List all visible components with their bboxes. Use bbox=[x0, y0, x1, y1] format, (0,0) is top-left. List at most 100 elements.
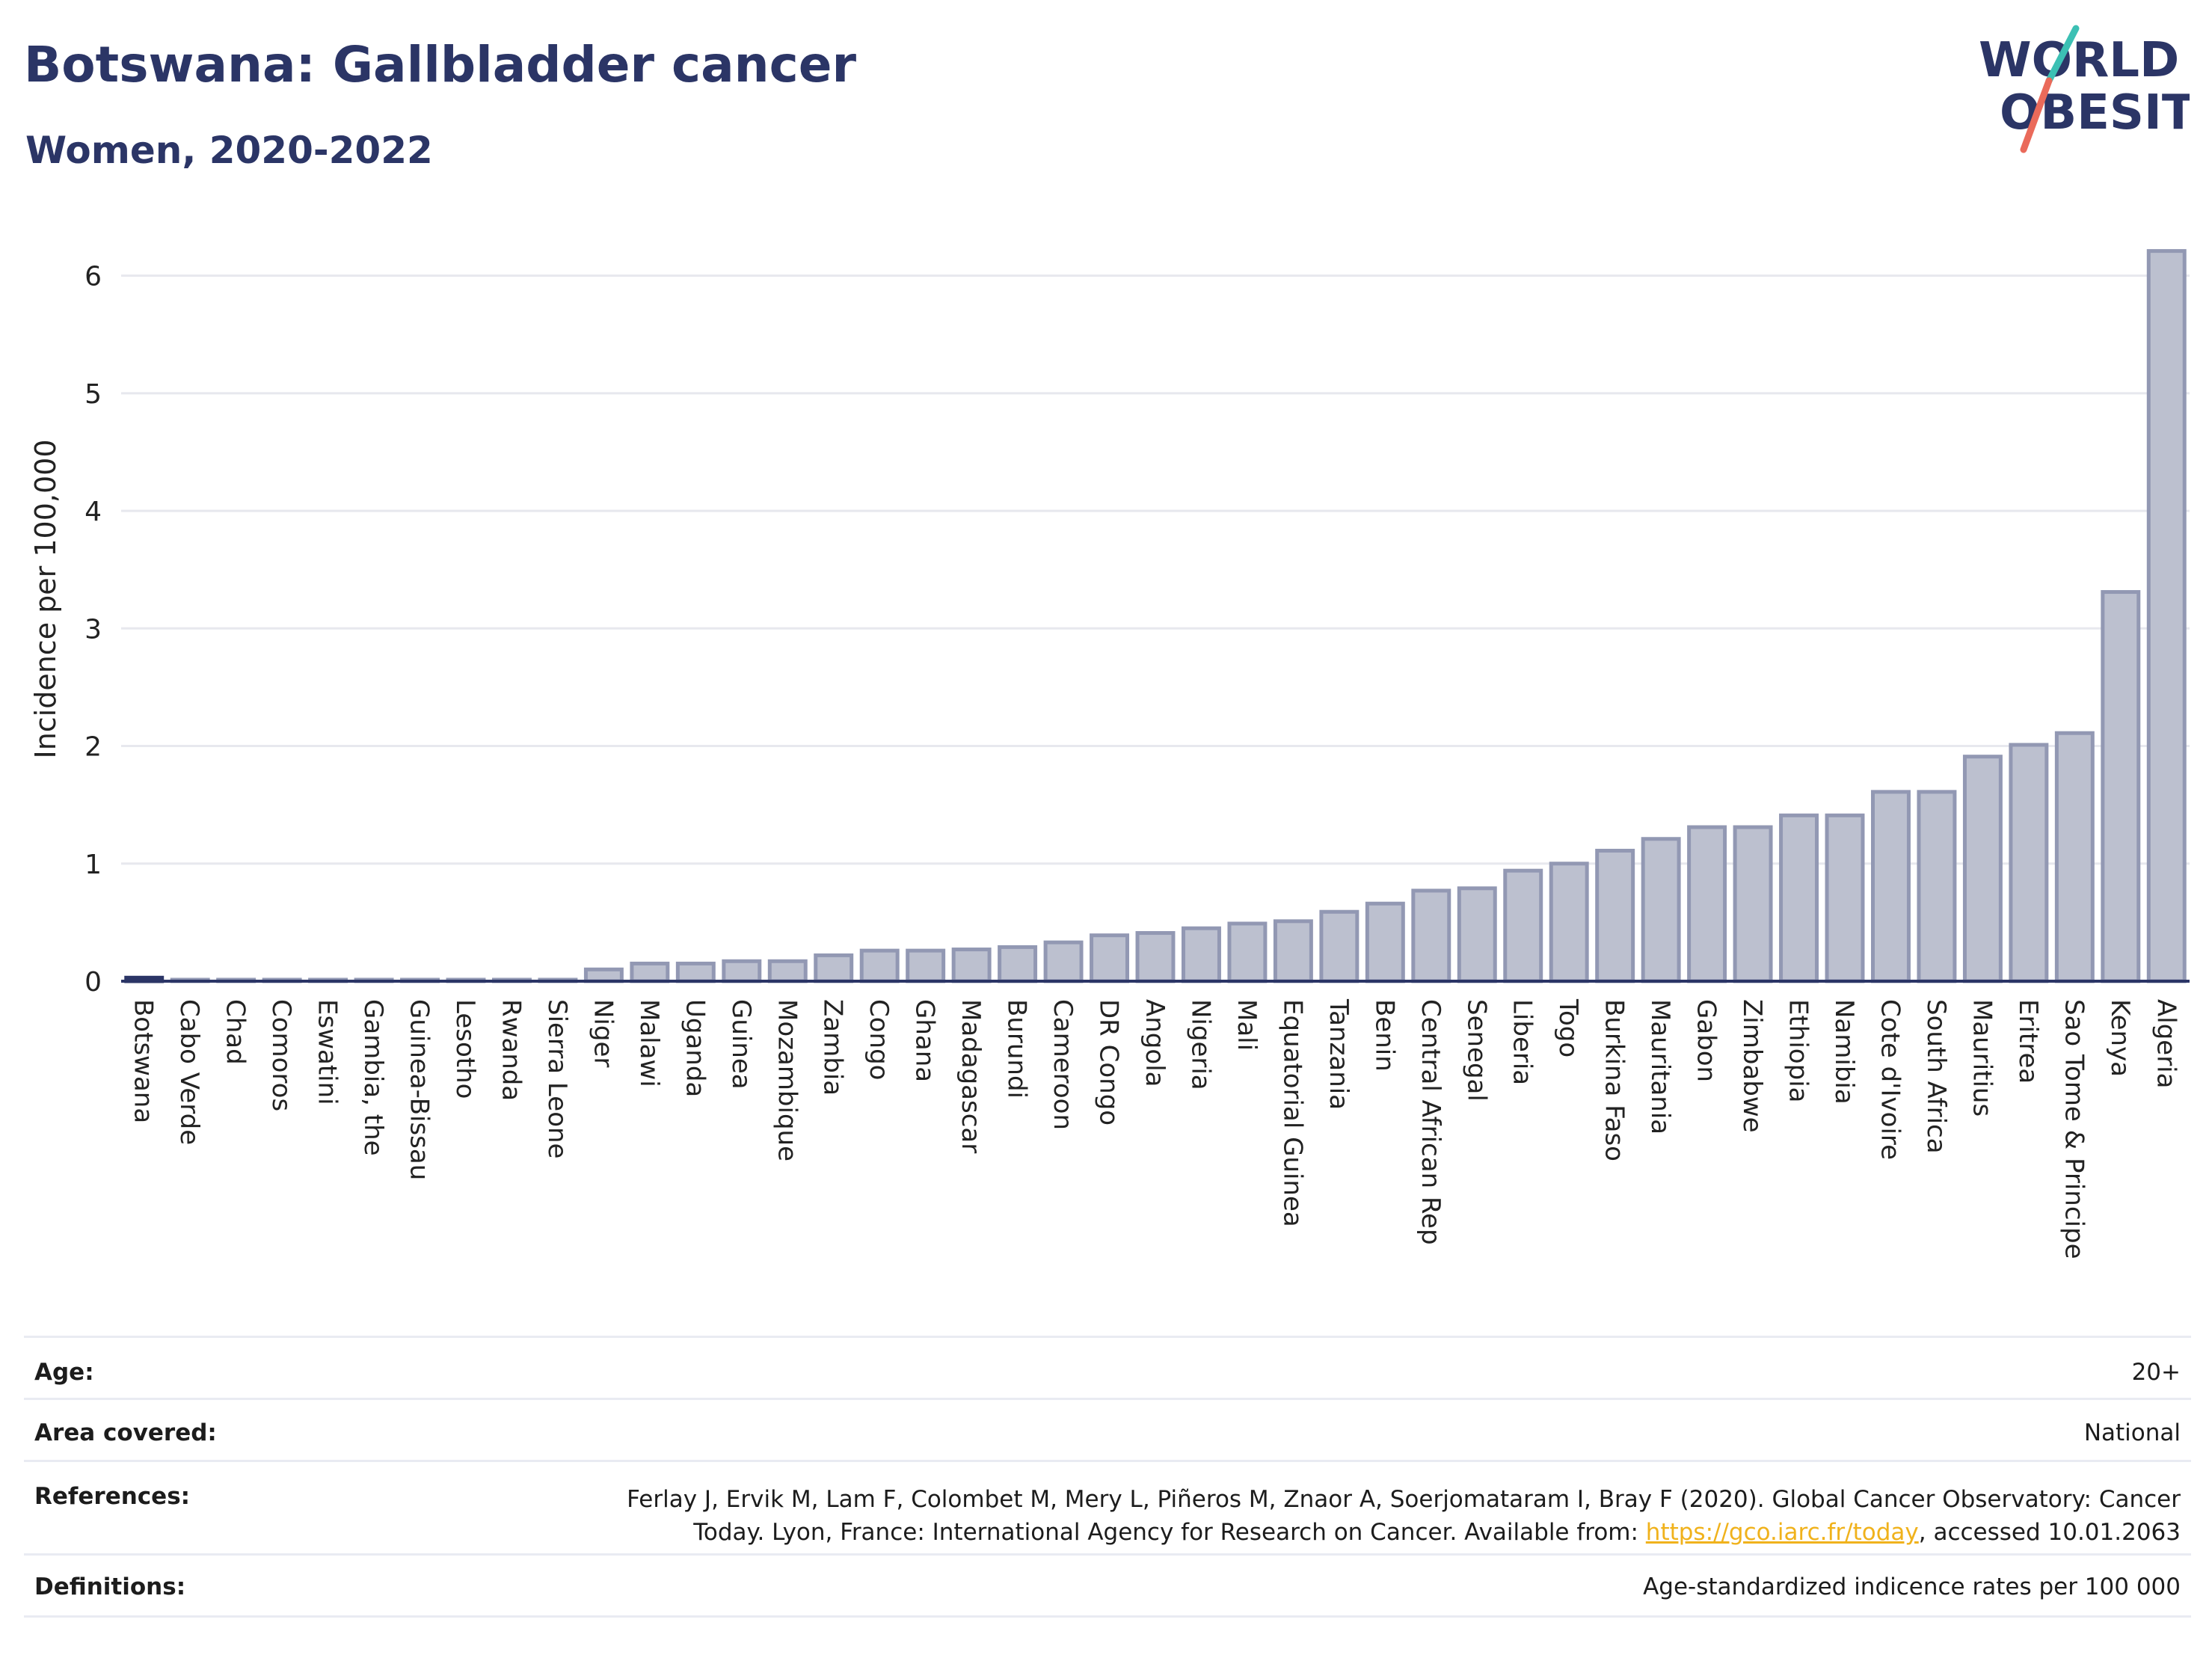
x-tick-label: Angola bbox=[1140, 999, 1170, 1087]
info-row-area: Area covered: National bbox=[24, 1400, 2191, 1462]
bar[interactable] bbox=[630, 961, 670, 983]
x-tick-label: Mauritania bbox=[1645, 999, 1675, 1134]
info-row-references: References: Ferlay J, Ervik M, Lam F, Co… bbox=[24, 1462, 2191, 1556]
x-tick-label: Liberia bbox=[1508, 999, 1537, 1085]
bar[interactable] bbox=[1641, 837, 1681, 983]
x-tick-label: Eritrea bbox=[2013, 999, 2043, 1084]
x-tick-label: Central African Rep bbox=[1416, 999, 1446, 1245]
bar[interactable] bbox=[767, 959, 808, 983]
page-title: Botswana: Gallbladder cancer bbox=[24, 36, 857, 93]
bar[interactable] bbox=[1595, 848, 1635, 983]
x-tick-label: Mali bbox=[1232, 999, 1262, 1051]
bar[interactable] bbox=[1411, 888, 1451, 983]
x-tick-label: Kenya bbox=[2105, 999, 2135, 1077]
world-obesity-logo: WORLD OBESITY bbox=[1979, 25, 2190, 153]
x-tick-label: Cabo Verde bbox=[174, 999, 204, 1145]
references-line2-post: , accessed 10.01.2063 bbox=[1918, 1519, 2181, 1546]
bar[interactable] bbox=[1135, 931, 1176, 983]
age-label: Age: bbox=[34, 1359, 94, 1386]
x-tick-label: Gabon bbox=[1692, 999, 1721, 1082]
bar[interactable] bbox=[1870, 790, 1911, 983]
bar-chart: 0 1 2 3 4 5 6 Botswana Cabo Verde Chad Comoros Esw… bbox=[29, 249, 2190, 1259]
bar[interactable] bbox=[675, 961, 716, 983]
x-tick-label: Comoros bbox=[266, 999, 296, 1111]
y-tick-label: 6 bbox=[85, 262, 102, 292]
x-tick-label: Zimbabwe bbox=[1737, 999, 1767, 1133]
bar[interactable] bbox=[722, 959, 762, 983]
x-tick-label: Mauritius bbox=[1967, 999, 1997, 1117]
bar[interactable] bbox=[2146, 249, 2187, 983]
grid-lines bbox=[121, 274, 2190, 865]
x-tick-label: Zambia bbox=[818, 999, 848, 1096]
x-tick-label: Congo bbox=[864, 999, 894, 1080]
y-tick-label: 4 bbox=[85, 497, 102, 527]
bar[interactable] bbox=[1549, 862, 1589, 983]
bar[interactable] bbox=[1365, 901, 1405, 983]
x-tick-label: Guinea-Bissau bbox=[405, 999, 434, 1180]
references-line2: Today. Lyon, France: International Agenc… bbox=[627, 1516, 2181, 1549]
bars bbox=[124, 249, 2187, 983]
x-tick-label: Nigeria bbox=[1185, 999, 1215, 1090]
bar[interactable] bbox=[1733, 825, 1773, 983]
bar[interactable] bbox=[1687, 825, 1727, 983]
logo-slash-teal bbox=[2045, 25, 2080, 85]
bar[interactable] bbox=[1825, 813, 1865, 983]
bar[interactable] bbox=[1962, 755, 2003, 983]
age-value: 20+ bbox=[2131, 1359, 2181, 1386]
references-line2-pre: Today. Lyon, France: International Agenc… bbox=[693, 1519, 1646, 1546]
area-label: Area covered: bbox=[34, 1419, 217, 1446]
y-tick-label: 0 bbox=[85, 967, 102, 998]
bar[interactable] bbox=[998, 945, 1038, 983]
bar[interactable] bbox=[1181, 926, 1221, 983]
x-tick-label: Equatorial Guinea bbox=[1277, 999, 1307, 1227]
bar[interactable] bbox=[1503, 868, 1543, 983]
x-tick-label: South Africa bbox=[1921, 999, 1951, 1154]
x-tick-label: Ethiopia bbox=[1784, 999, 1813, 1102]
bar[interactable] bbox=[1090, 933, 1130, 983]
x-tick-label: Guinea bbox=[726, 999, 756, 1090]
bar[interactable] bbox=[906, 948, 946, 983]
references-link[interactable]: https://gco.iarc.fr/today bbox=[1645, 1519, 1919, 1546]
y-tick-label: 3 bbox=[85, 614, 102, 645]
logo-slash-coral bbox=[2020, 77, 2053, 153]
bar[interactable] bbox=[814, 953, 854, 983]
bar[interactable] bbox=[1457, 886, 1497, 983]
x-tick-label: Burundi bbox=[1002, 999, 1032, 1099]
x-tick-label: Malawi bbox=[634, 999, 664, 1087]
y-tick-label: 2 bbox=[85, 732, 102, 763]
bar[interactable] bbox=[2054, 731, 2095, 983]
x-tick-label: Burkina Faso bbox=[1600, 999, 1629, 1161]
axes: 0 1 2 3 4 5 6 bbox=[85, 262, 2190, 998]
x-tick-label: Niger bbox=[588, 999, 618, 1067]
bar[interactable] bbox=[1043, 940, 1084, 983]
x-tick-label: Lesotho bbox=[450, 999, 480, 1099]
x-tick-label: Namibia bbox=[1829, 999, 1859, 1105]
page-subtitle: Women, 2020-2022 bbox=[25, 129, 433, 172]
category-labels: Botswana Cabo Verde Chad Comoros Eswatini Gam… bbox=[129, 998, 2181, 1259]
bar[interactable] bbox=[1319, 909, 1360, 983]
bar[interactable] bbox=[1779, 813, 1819, 983]
y-axis-label: Incidence per 100,000 bbox=[29, 439, 62, 758]
x-tick-label: Cameroon bbox=[1048, 999, 1078, 1130]
bar[interactable] bbox=[859, 948, 900, 983]
bar[interactable] bbox=[1273, 919, 1313, 983]
x-tick-label: Senegal bbox=[1461, 999, 1491, 1102]
x-tick-label: Botswana bbox=[129, 999, 159, 1123]
bar[interactable] bbox=[2009, 743, 2049, 983]
bar[interactable] bbox=[583, 967, 624, 983]
x-tick-label: Rwanda bbox=[496, 999, 526, 1101]
bar[interactable] bbox=[1917, 790, 1957, 983]
bar[interactable] bbox=[2101, 590, 2141, 983]
definitions-label: Definitions: bbox=[34, 1573, 186, 1600]
x-tick-label: Uganda bbox=[680, 999, 710, 1097]
x-tick-label: Eswatini bbox=[313, 999, 342, 1105]
x-tick-label: Tanzania bbox=[1324, 998, 1354, 1110]
x-tick-label: Togo bbox=[1553, 998, 1583, 1057]
x-tick-label: Sierra Leone bbox=[542, 999, 572, 1158]
x-tick-label: Ghana bbox=[910, 999, 940, 1082]
x-tick-label: DR Congo bbox=[1094, 999, 1124, 1126]
bar[interactable] bbox=[1227, 921, 1268, 983]
bar[interactable] bbox=[951, 948, 992, 983]
references-label: References: bbox=[34, 1483, 191, 1510]
y-tick-label: 1 bbox=[85, 850, 102, 880]
